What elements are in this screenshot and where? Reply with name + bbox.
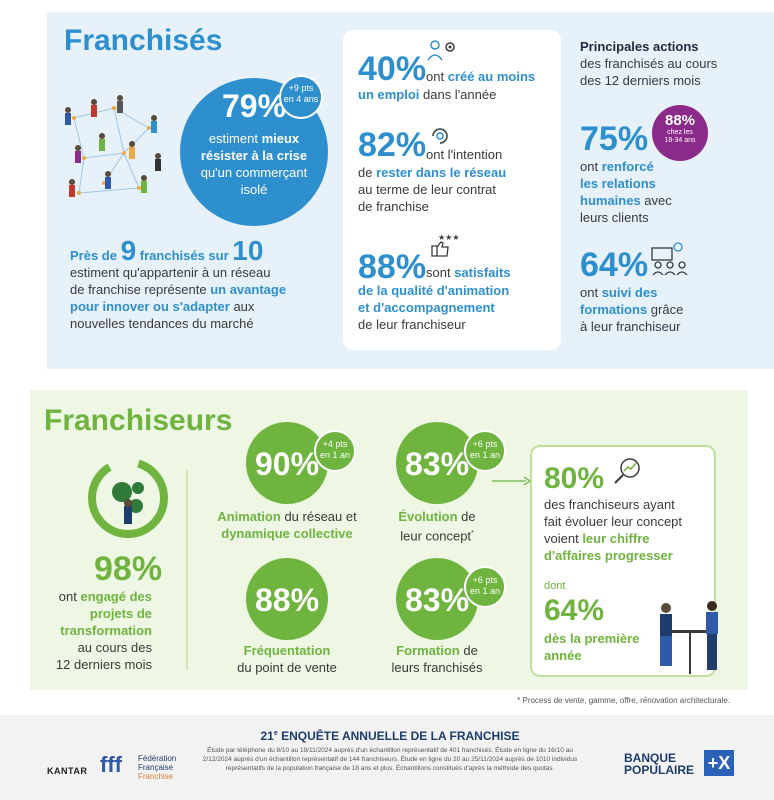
- stat-64b-text: dès la première année: [544, 631, 640, 663]
- footer-methodology: Étude par téléphone du 8/10 au 19/11/202…: [202, 747, 578, 772]
- stat-88-freq-value: 88%: [254, 582, 320, 618]
- stat-82-value: 82%: [358, 126, 427, 164]
- stat-90-badge-text: +4 pts en 1 an: [319, 439, 351, 460]
- stat-83-formation-circle: [396, 558, 478, 640]
- stat-40-text: ont créé au moins: [426, 69, 536, 84]
- stat-90-circle: [246, 422, 328, 504]
- stat-40-text-2: un emploi dans l'année: [358, 87, 497, 102]
- fff-logo: fff: [100, 752, 122, 777]
- stat-83-formation-badge: [464, 566, 506, 608]
- stat-83-concept-circle: [396, 422, 478, 504]
- trend-badge: [279, 75, 323, 119]
- franchises-title: Franchisés: [64, 24, 223, 57]
- main-stat-value: 79%: [221, 88, 287, 124]
- banque-populaire-logo-mark: +X: [704, 750, 734, 776]
- arrow-right-icon: [492, 476, 532, 486]
- stat-80-value: 80%: [544, 462, 605, 495]
- stat-83-concept-text: Évolution de leur concept*: [398, 509, 476, 544]
- training-group-icon: [651, 242, 688, 276]
- banque-populaire-logo-text: BANQUE POPULAIRE: [624, 751, 695, 777]
- thumbs-up-stars-icon: ★★★: [431, 233, 460, 257]
- stat-83-formation-value: 83%: [404, 582, 470, 618]
- footnote: * Process de vente, gamme, offre, rénova…: [517, 696, 730, 705]
- franchiseurs-title: Franchiseurs: [44, 404, 233, 437]
- stat-88-freq-circle: [246, 558, 328, 640]
- revenue-growth-card: [530, 445, 716, 677]
- section-divider: [186, 470, 188, 670]
- stat-90-value: 90%: [254, 446, 320, 482]
- main-stat-description: estiment mieux résister à la crise qu'un…: [200, 131, 308, 197]
- stat-98-text: ont engagé des projets de transformation…: [55, 589, 152, 672]
- refresh-target-icon: [432, 128, 448, 144]
- stat-83-concept-value: 83%: [404, 446, 470, 482]
- trend-badge-text: +9 pts en 4 ans: [283, 83, 319, 104]
- stat-83-concept-badge: [464, 430, 506, 472]
- dont-label: dont: [544, 580, 566, 592]
- stat-82-text: ont l'intention: [426, 147, 503, 162]
- stat-88-freq-text: Fréquentation du point de vente: [237, 643, 337, 675]
- stat-98-value: 98%: [94, 550, 163, 588]
- stat-83-formation-badge-text: +6 pts en 1 an: [469, 575, 501, 596]
- stat-40-value: 40%: [358, 50, 427, 88]
- stat-88-text-2: de la qualité d'animation et d'accompagn…: [358, 283, 510, 332]
- fff-logo-text: Fédération Française Franchise: [138, 754, 177, 781]
- stat-88-text: sont satisfaits: [426, 265, 511, 280]
- stat-64b-value: 64%: [544, 594, 605, 627]
- stat-88-value: 88%: [358, 248, 427, 286]
- actions-heading: Principales actions des franchisés au co…: [580, 39, 718, 88]
- stat-90-badge: [314, 430, 356, 472]
- svg-text:★★★: ★★★: [438, 233, 460, 242]
- age-badge-text: 88% chez les 18-34 ans: [664, 112, 696, 144]
- innovation-stat: Près de 9 franchisés sur 10 estiment qu'…: [70, 235, 287, 332]
- transformation-gears-icon: [88, 458, 168, 538]
- stat-75-text: ont renforcé les relations humaines avec…: [580, 159, 672, 225]
- footer: [0, 715, 774, 800]
- franchises-stats-card: [343, 30, 561, 350]
- stat-83-concept-badge-text: +6 pts en 1 an: [469, 439, 501, 460]
- kantar-logo: KANTAR: [47, 766, 88, 776]
- people-network-icon: [65, 95, 161, 197]
- age-badge: [652, 105, 708, 161]
- stat-80-text: des franchiseurs ayant fait évoluer leur…: [544, 497, 683, 563]
- business-meeting-icon: [660, 601, 718, 674]
- stat-82-text-2: de rester dans le réseau au terme de leu…: [358, 165, 507, 214]
- footer-title: 21e ENQUÊTE ANNUELLE DE LA FRANCHISE: [260, 729, 520, 743]
- magnifier-chart-icon: [614, 458, 640, 484]
- stat-64-text: ont suivi des formations grâce à leur fr…: [580, 285, 684, 334]
- stat-64-value: 64%: [580, 246, 649, 284]
- stat-90-text: Animation du réseau et dynamique collect…: [217, 509, 357, 541]
- stat-75-value: 75%: [580, 120, 649, 158]
- person-gear-icon: [427, 40, 455, 61]
- stat-83-formation-text: Formation de leurs franchisés: [391, 643, 483, 675]
